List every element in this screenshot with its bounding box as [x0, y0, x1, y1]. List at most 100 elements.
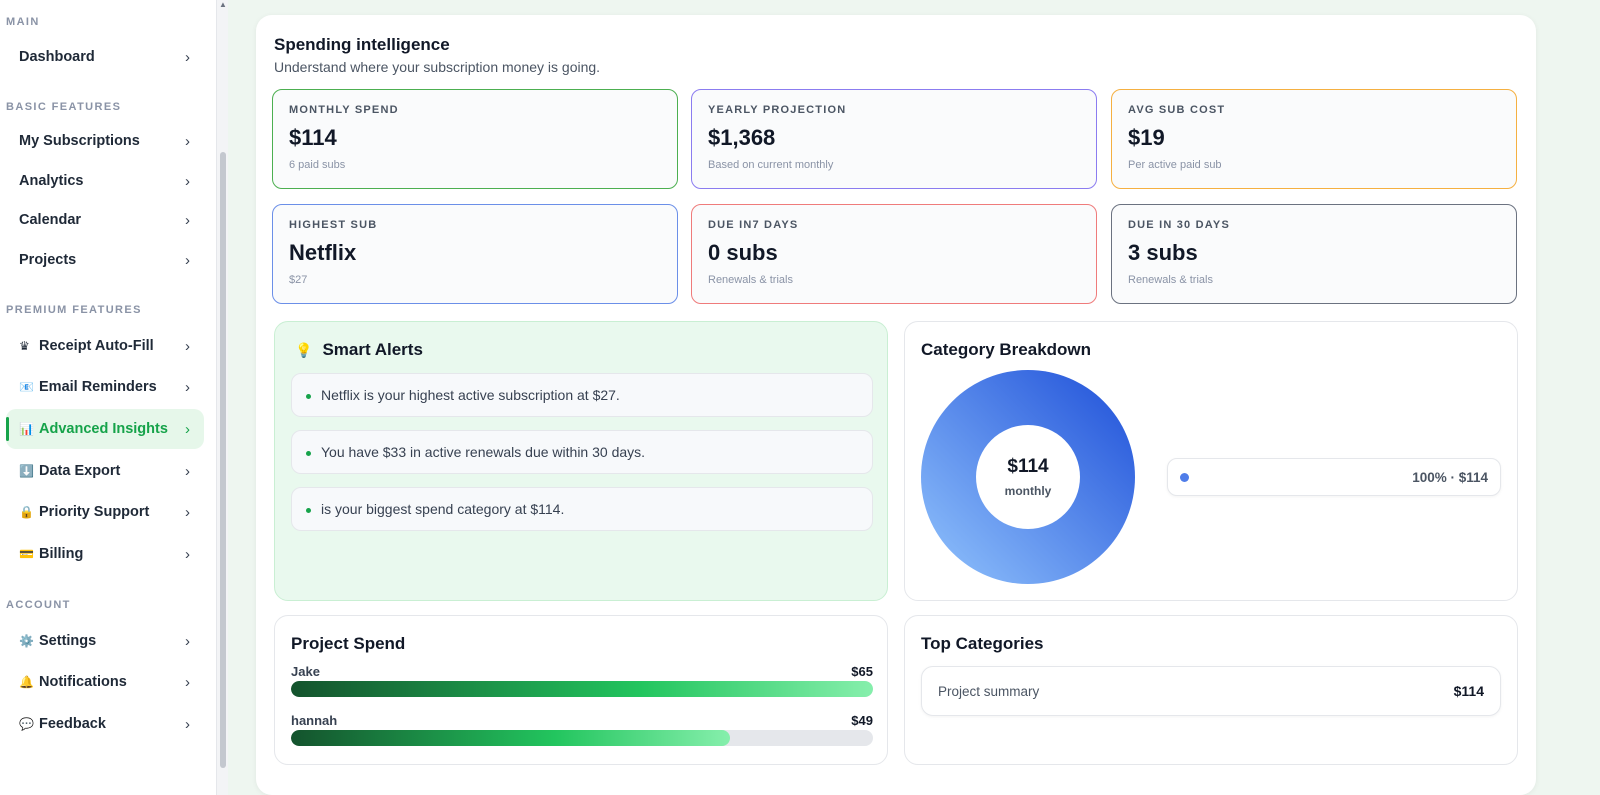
- stat-value: 0 subs: [708, 240, 778, 265]
- project-amount: $65: [851, 664, 873, 679]
- category-legend-item[interactable]: 100% · $114: [1167, 458, 1501, 496]
- stat-card-highest-sub: HIGHEST SUB Netflix $27: [272, 204, 678, 304]
- stat-note: Based on current monthly: [708, 159, 834, 171]
- sidebar-item-label: Data Export: [39, 463, 121, 479]
- stat-card-monthly-spend: MONTHLY SPEND $114 6 paid subs: [272, 89, 678, 189]
- sidebar-item-projects[interactable]: Projects ›: [6, 240, 204, 280]
- sidebar-item-label: Settings: [39, 633, 97, 649]
- top-categories-card: Top Categories Project summary $114: [904, 615, 1518, 765]
- stat-value: $1,368: [708, 125, 776, 150]
- top-categories-title: Top Categories: [921, 634, 1044, 653]
- sidebar-item-receipt-autofill[interactable]: ♛ Receipt Auto-Fill ›: [6, 326, 204, 366]
- stat-value: 3 subs: [1128, 240, 1198, 265]
- alert-text: Netflix is your highest active subscript…: [321, 387, 620, 403]
- sidebar-item-label: Notifications: [39, 674, 127, 690]
- chevron-right-icon: ›: [185, 172, 190, 190]
- sidebar-item-dashboard[interactable]: Dashboard ›: [6, 37, 204, 77]
- chevron-right-icon: ›: [185, 378, 190, 396]
- smart-alerts-card: 💡 Smart Alerts Netflix is your highest a…: [274, 321, 888, 601]
- sidebar-scrollbar[interactable]: ▲: [216, 0, 228, 795]
- sidebar-item-label: Dashboard: [19, 49, 95, 65]
- stat-note: 6 paid subs: [289, 159, 346, 171]
- stat-label: YEARLY PROJECTION: [708, 104, 847, 116]
- project-bar-row: Jake $65: [291, 664, 873, 697]
- chevron-right-icon: ›: [185, 251, 190, 269]
- scrollbar-thumb[interactable]: [220, 152, 226, 768]
- stat-label: MONTHLY SPEND: [289, 104, 399, 116]
- project-bar-fill: [291, 681, 873, 697]
- stat-value: $19: [1128, 125, 1165, 150]
- bullet-icon: [306, 507, 311, 513]
- sidebar-item-label: Priority Support: [39, 504, 150, 520]
- stat-card-due-30-days: DUE IN 30 DAYS 3 subs Renewals & trials: [1111, 204, 1517, 304]
- chevron-right-icon: ›: [185, 420, 190, 438]
- sidebar-item-label: Advanced Insights: [39, 421, 168, 437]
- spending-intelligence-panel: Spending intelligence Understand where y…: [256, 15, 1536, 795]
- section-title-account: ACCOUNT: [6, 599, 71, 611]
- donut-center: $114 monthly: [921, 370, 1135, 584]
- credit-card-icon: 💳: [19, 547, 34, 561]
- sidebar-item-calendar[interactable]: Calendar ›: [6, 200, 204, 240]
- chevron-right-icon: ›: [185, 337, 190, 355]
- chevron-right-icon: ›: [185, 462, 190, 480]
- sidebar-item-billing[interactable]: 💳 Billing ›: [6, 534, 204, 574]
- donut-label: monthly: [1004, 484, 1052, 498]
- stat-note: Renewals & trials: [708, 274, 793, 286]
- sidebar-item-data-export[interactable]: ⬇️ Data Export ›: [6, 451, 204, 491]
- stat-card-avg-sub-cost: AVG SUB COST $19 Per active paid sub: [1111, 89, 1517, 189]
- project-bar-track: [291, 730, 873, 746]
- page-title: Spending intelligence: [274, 35, 450, 54]
- project-bar-track: [291, 681, 873, 697]
- stat-note: $27: [289, 274, 308, 286]
- sidebar-item-notifications[interactable]: 🔔 Notifications ›: [6, 662, 204, 702]
- chevron-right-icon: ›: [185, 545, 190, 563]
- category-donut-chart: [921, 370, 1135, 584]
- stat-card-due-7-days: DUE IN7 DAYS 0 subs Renewals & trials: [691, 204, 1097, 304]
- project-spend-title: Project Spend: [291, 634, 406, 653]
- project-name: hannah: [291, 713, 338, 728]
- alert-text: is your biggest spend category at $114.: [321, 501, 565, 517]
- donut-amount: $114: [1007, 456, 1049, 477]
- stat-note: Per active paid sub: [1128, 159, 1222, 171]
- section-title-main: MAIN: [6, 16, 40, 28]
- project-amount: $49: [851, 713, 873, 728]
- stat-value: $114: [289, 125, 337, 150]
- chevron-right-icon: ›: [185, 211, 190, 229]
- stat-value: Netflix: [289, 240, 357, 265]
- sidebar-item-priority-support[interactable]: 🔒 Priority Support ›: [6, 492, 204, 532]
- bell-icon: 🔔: [19, 675, 34, 689]
- project-name: Jake: [291, 664, 320, 679]
- scroll-up-icon[interactable]: ▲: [219, 0, 227, 9]
- sidebar-item-label: Email Reminders: [39, 379, 157, 395]
- chevron-right-icon: ›: [185, 503, 190, 521]
- gear-icon: ⚙️: [19, 634, 34, 648]
- top-category-name: Project summary: [938, 683, 1040, 699]
- project-bar-row: hannah $49: [291, 713, 873, 746]
- chevron-right-icon: ›: [185, 632, 190, 650]
- alert-item: You have $33 in active renewals due with…: [291, 430, 873, 474]
- sidebar-item-advanced-insights[interactable]: 📊 Advanced Insights ›: [6, 409, 204, 449]
- stat-label: HIGHEST SUB: [289, 219, 378, 231]
- download-icon: ⬇️: [19, 464, 34, 478]
- speech-bubble-icon: 💬: [19, 717, 34, 731]
- sidebar-item-label: Receipt Auto-Fill: [39, 338, 154, 354]
- stat-note: Renewals & trials: [1128, 274, 1213, 286]
- sidebar-item-label: Calendar: [19, 212, 82, 228]
- sidebar-item-feedback[interactable]: 💬 Feedback ›: [6, 704, 204, 744]
- top-category-amount: $114: [1453, 683, 1484, 699]
- sidebar-item-settings[interactable]: ⚙️ Settings ›: [6, 621, 204, 661]
- smart-alerts-title: 💡 Smart Alerts: [295, 340, 423, 360]
- chevron-right-icon: ›: [185, 132, 190, 150]
- sidebar-item-email-reminders[interactable]: 📧 Email Reminders ›: [6, 367, 204, 407]
- chevron-right-icon: ›: [185, 48, 190, 66]
- legend-value: 100% · $114: [1412, 469, 1488, 485]
- bulb-icon: 💡: [295, 341, 313, 358]
- sidebar-item-subscriptions[interactable]: My Subscriptions ›: [6, 121, 204, 161]
- sidebar-item-analytics[interactable]: Analytics ›: [6, 161, 204, 201]
- project-spend-card: Project Spend Jake $65 hannah $49: [274, 615, 888, 765]
- sidebar-item-label: Analytics: [19, 173, 84, 189]
- smart-alerts-heading: Smart Alerts: [322, 340, 423, 359]
- bullet-icon: [306, 450, 311, 456]
- top-category-row[interactable]: Project summary $114: [921, 666, 1501, 716]
- alert-item: is your biggest spend category at $114.: [291, 487, 873, 531]
